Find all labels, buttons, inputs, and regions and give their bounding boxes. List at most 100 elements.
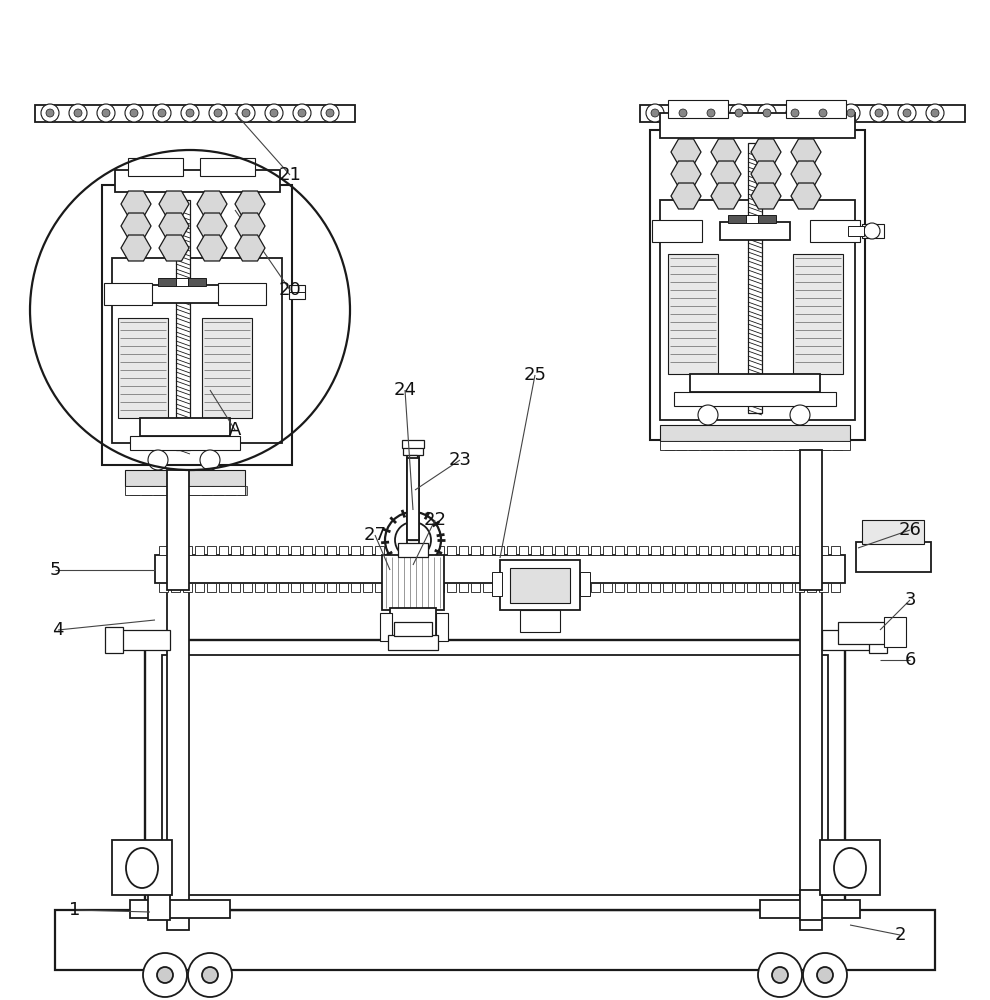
Bar bbox=[660, 441, 850, 450]
Bar bbox=[176, 200, 190, 450]
Bar bbox=[507, 583, 516, 592]
Circle shape bbox=[702, 104, 720, 122]
Circle shape bbox=[817, 967, 833, 983]
Bar bbox=[519, 583, 528, 592]
Bar bbox=[112, 258, 282, 443]
Text: 26: 26 bbox=[899, 521, 922, 539]
Bar bbox=[423, 583, 432, 592]
Circle shape bbox=[69, 104, 87, 122]
Bar bbox=[403, 445, 423, 455]
Bar bbox=[411, 583, 420, 592]
Bar bbox=[174, 278, 188, 286]
Bar bbox=[591, 546, 600, 555]
Bar bbox=[148, 890, 170, 920]
Bar bbox=[737, 441, 746, 450]
Bar bbox=[820, 840, 880, 895]
Bar bbox=[255, 583, 264, 592]
Bar bbox=[810, 220, 860, 242]
Bar bbox=[394, 622, 432, 636]
Text: 4: 4 bbox=[52, 621, 63, 639]
Bar bbox=[315, 546, 324, 555]
Text: 22: 22 bbox=[424, 511, 446, 529]
Bar bbox=[483, 546, 492, 555]
Bar bbox=[660, 425, 850, 441]
Bar bbox=[831, 546, 840, 555]
Bar bbox=[219, 583, 228, 592]
Circle shape bbox=[202, 967, 218, 983]
Circle shape bbox=[385, 512, 441, 568]
Circle shape bbox=[321, 104, 339, 122]
Bar bbox=[495, 583, 504, 592]
Bar bbox=[291, 546, 300, 555]
Circle shape bbox=[298, 109, 306, 117]
Circle shape bbox=[730, 104, 748, 122]
Bar bbox=[723, 546, 732, 555]
Bar bbox=[279, 583, 288, 592]
Bar bbox=[390, 608, 436, 646]
Circle shape bbox=[786, 104, 804, 122]
Ellipse shape bbox=[126, 848, 158, 888]
Bar bbox=[471, 583, 480, 592]
Bar bbox=[795, 546, 804, 555]
Circle shape bbox=[790, 405, 810, 425]
Circle shape bbox=[130, 109, 138, 117]
Circle shape bbox=[143, 953, 187, 997]
Bar bbox=[402, 440, 424, 448]
Bar bbox=[735, 546, 744, 555]
Bar bbox=[351, 583, 360, 592]
Bar bbox=[128, 158, 183, 176]
Bar bbox=[793, 254, 843, 374]
Bar bbox=[387, 546, 396, 555]
Circle shape bbox=[97, 104, 115, 122]
Bar bbox=[447, 546, 456, 555]
Bar bbox=[510, 568, 570, 603]
Bar bbox=[668, 254, 718, 374]
Bar bbox=[555, 583, 564, 592]
Bar bbox=[674, 392, 836, 406]
Circle shape bbox=[188, 953, 232, 997]
Bar bbox=[862, 224, 884, 238]
Bar bbox=[822, 630, 874, 650]
Bar bbox=[104, 283, 152, 305]
Bar bbox=[807, 583, 816, 592]
Bar bbox=[761, 441, 770, 450]
Bar bbox=[243, 583, 252, 592]
Text: 23: 23 bbox=[448, 451, 471, 469]
Bar bbox=[483, 583, 492, 592]
Circle shape bbox=[157, 967, 173, 983]
Bar bbox=[758, 215, 776, 223]
Bar bbox=[675, 583, 684, 592]
Bar bbox=[218, 283, 266, 305]
Bar bbox=[291, 583, 300, 592]
Bar bbox=[375, 546, 384, 555]
Bar bbox=[231, 546, 240, 555]
Bar bbox=[519, 546, 528, 555]
Circle shape bbox=[646, 104, 664, 122]
Bar bbox=[436, 613, 448, 641]
Bar bbox=[819, 546, 828, 555]
Bar bbox=[118, 318, 168, 418]
Bar bbox=[382, 555, 444, 610]
Bar bbox=[771, 546, 780, 555]
Circle shape bbox=[758, 953, 802, 997]
Bar bbox=[531, 583, 540, 592]
Bar bbox=[848, 226, 864, 236]
Bar bbox=[833, 441, 842, 450]
Bar bbox=[579, 546, 588, 555]
Bar bbox=[567, 583, 576, 592]
Circle shape bbox=[903, 109, 911, 117]
Bar bbox=[409, 455, 417, 540]
Text: 5: 5 bbox=[50, 561, 60, 579]
Bar bbox=[725, 441, 734, 450]
Bar bbox=[195, 546, 204, 555]
Bar bbox=[884, 617, 906, 647]
Text: 3: 3 bbox=[904, 591, 916, 609]
Bar bbox=[407, 450, 419, 545]
Bar bbox=[102, 185, 292, 465]
Bar bbox=[785, 441, 794, 450]
Circle shape bbox=[842, 104, 860, 122]
Bar bbox=[142, 486, 151, 495]
Bar bbox=[580, 572, 590, 596]
Bar bbox=[786, 100, 846, 118]
Bar bbox=[543, 583, 552, 592]
